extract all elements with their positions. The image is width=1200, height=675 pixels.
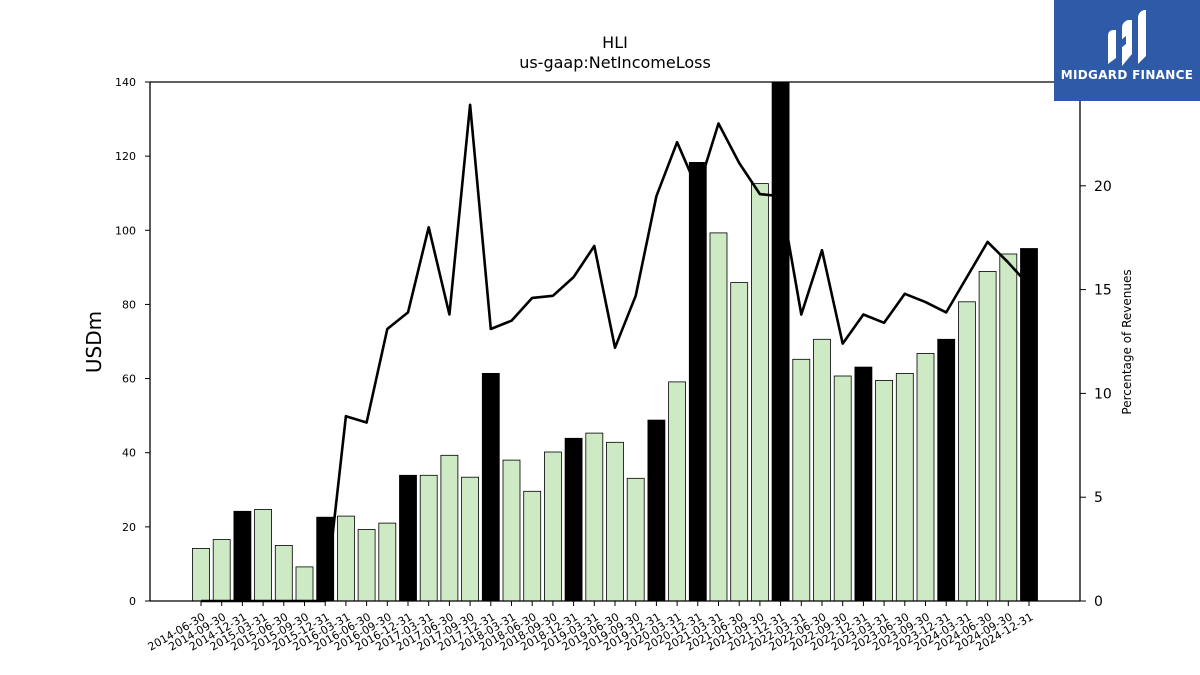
bar [958,301,976,602]
y2-tick-label: 20 [1094,179,1112,195]
bar [399,474,417,602]
line-group [201,103,1030,603]
y2-tick-label: 15 [1094,283,1112,299]
y-tick-label: 80 [122,298,136,311]
bar [440,454,459,602]
bar [212,539,231,602]
bar [254,508,273,602]
bar [937,338,956,602]
bar [564,437,583,602]
bar [626,477,645,602]
y2-tick-label: 5 [1094,490,1103,506]
y-tick-label: 0 [129,595,136,608]
bar [233,510,252,602]
bars-group [192,81,1038,602]
chart-title: HLI [602,33,628,52]
y2-axis-label: Percentage of Revenues [1120,269,1134,414]
bar [481,372,500,602]
chart-subtitle: us-gaap:NetIncomeLoss [519,53,711,72]
percentage-line [201,103,1030,603]
y-tick-label: 20 [122,521,136,534]
bar [1020,248,1038,602]
bar [378,522,397,602]
y2-tick-label: 10 [1094,386,1112,402]
bar [875,379,893,602]
y-tick-label: 140 [115,76,136,89]
y-axis-label: USDm [82,311,106,373]
y-tick-label: 60 [122,373,136,386]
brand-logo: MIDGARD FINANCE [1054,0,1200,101]
bar [771,81,790,602]
logo-text: MIDGARD FINANCE [1060,68,1194,82]
bar [854,366,873,602]
bar [419,474,438,602]
bar [192,548,210,602]
bar [978,270,997,602]
bar [813,338,831,602]
bar [357,529,376,602]
bar [585,432,604,602]
bar [916,352,935,602]
y-tick-label: 40 [122,447,136,460]
ticks-group: 020406080100120140051015202014-06-302014… [115,76,1112,654]
y-tick-label: 120 [115,150,136,163]
y-tick-label: 100 [115,224,136,237]
logo-mark-icon [1108,10,1146,66]
bar [295,566,314,602]
bar [792,358,811,602]
bar [274,545,293,602]
bar [461,476,480,602]
bar [833,375,852,602]
bar [688,161,707,602]
bar [751,183,769,602]
bar [999,253,1018,602]
bar [606,441,624,602]
bar [544,451,562,602]
bar [502,459,521,602]
bar [895,372,914,602]
bar [709,232,728,602]
bar [668,381,686,602]
bar [647,419,666,602]
bar [523,490,542,602]
y2-tick-label: 0 [1094,594,1103,610]
bar [336,515,355,602]
bar [730,282,749,602]
